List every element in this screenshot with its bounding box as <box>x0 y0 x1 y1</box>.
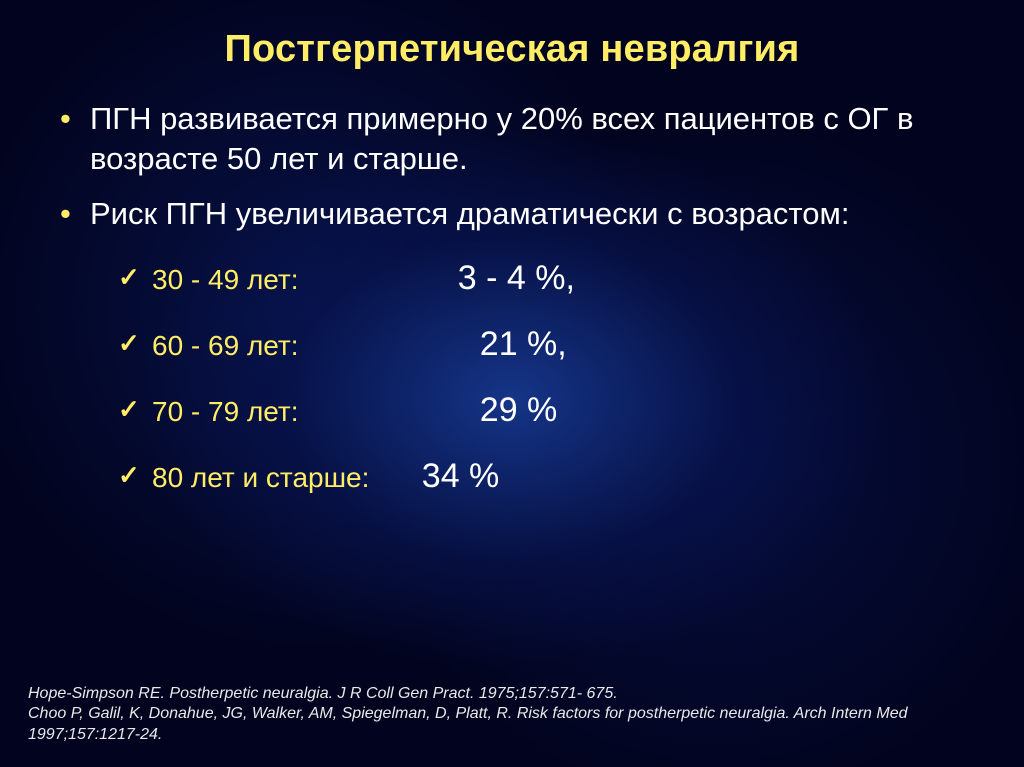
risk-percent: 34 % <box>422 454 500 500</box>
age-range: 30 - 49 лет: <box>152 261 352 299</box>
reference-line: Hope-Simpson RE. Postherpetic neuralgia.… <box>28 684 974 704</box>
risk-percent: 29 % <box>480 388 558 434</box>
age-risk-list: 30 - 49 лет: 3 - 4 %, 60 - 69 лет: 21 %,… <box>50 256 974 500</box>
age-range: 60 - 69 лет: <box>152 327 352 365</box>
age-range: 80 лет и старше: <box>152 459 392 497</box>
age-range: 70 - 79 лет: <box>152 393 352 431</box>
risk-percent: 3 - 4 %, <box>458 256 575 302</box>
slide-title: Постгерпетическая невралгия <box>50 28 974 71</box>
age-risk-row: 70 - 79 лет: 29 % <box>118 388 974 434</box>
age-risk-row: 80 лет и старше: 34 % <box>118 454 974 500</box>
age-risk-row: 30 - 49 лет: 3 - 4 %, <box>118 256 974 302</box>
bullet-item: ПГН развивается примерно у 20% всех паци… <box>54 99 974 178</box>
reference-line: Choo P, Galil, K, Donahue, JG, Walker, A… <box>28 704 974 745</box>
age-risk-row: 60 - 69 лет: 21 %, <box>118 322 974 368</box>
risk-percent: 21 %, <box>480 322 567 368</box>
slide: Постгерпетическая невралгия ПГН развивае… <box>0 0 1024 767</box>
references: Hope-Simpson RE. Postherpetic neuralgia.… <box>28 684 974 745</box>
bullet-item: Риск ПГН увеличивается драматически с во… <box>54 194 974 234</box>
main-bullet-list: ПГН развивается примерно у 20% всех паци… <box>50 99 974 234</box>
